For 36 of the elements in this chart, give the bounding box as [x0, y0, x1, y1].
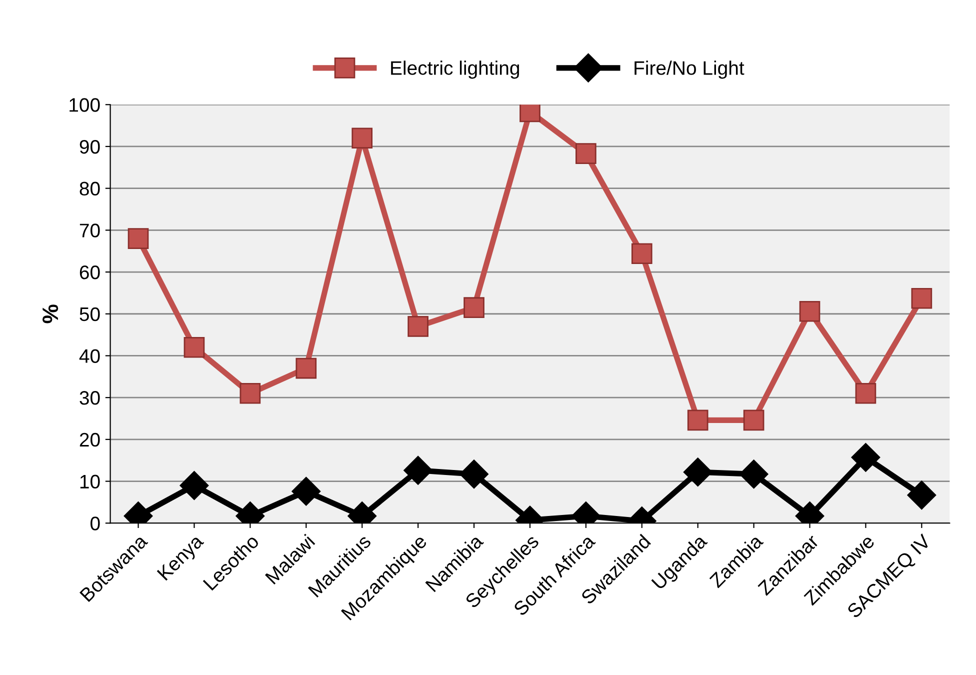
y-tick-label: 40 — [79, 349, 100, 363]
point — [576, 143, 596, 164]
point — [907, 480, 936, 510]
point — [687, 410, 708, 431]
legend-label: Electric lighting — [391, 60, 520, 79]
y-tick-label: 10 — [80, 474, 100, 489]
y-tick-label: 30 — [80, 391, 100, 405]
point — [240, 382, 261, 404]
point — [911, 288, 932, 309]
point — [128, 228, 149, 249]
point — [631, 243, 652, 264]
point — [404, 456, 432, 485]
point — [296, 358, 317, 379]
point — [292, 476, 321, 506]
y-tick-label: 0 — [90, 516, 100, 530]
y-tick-label: 20 — [80, 432, 100, 447]
legend-label: Fire/No Light — [634, 60, 744, 79]
point — [743, 410, 764, 431]
y-tick-label: 50 — [80, 307, 100, 322]
point — [739, 460, 768, 489]
point — [799, 300, 820, 322]
point — [851, 442, 880, 472]
y-tick-label: 90 — [80, 140, 100, 154]
y-tick-label: 70 — [80, 224, 100, 238]
point — [460, 460, 488, 489]
point — [855, 382, 876, 404]
point — [464, 297, 484, 318]
point — [184, 336, 205, 358]
y-tick-label: 100 — [70, 98, 100, 112]
point — [352, 128, 373, 149]
point — [180, 471, 209, 500]
y-axis-title: % — [42, 304, 58, 324]
y-tick-label: 60 — [80, 265, 100, 280]
point — [683, 458, 712, 487]
point — [408, 316, 428, 337]
y-tick-label: 80 — [80, 182, 100, 196]
